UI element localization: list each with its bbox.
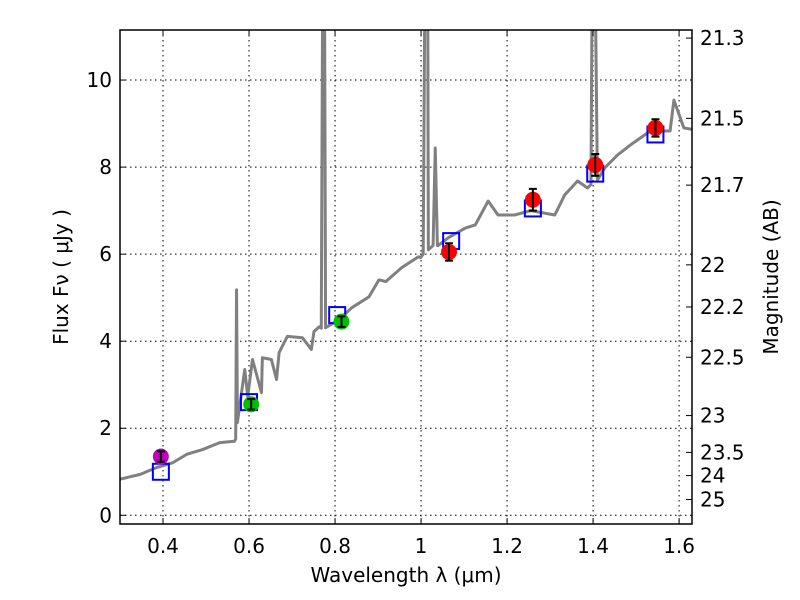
marks xyxy=(120,30,692,481)
right-tick-label: 22 xyxy=(700,253,725,277)
x-tick-label: 0.6 xyxy=(233,534,265,558)
plot-background xyxy=(120,30,692,524)
right-tick-label: 21.7 xyxy=(700,173,745,197)
grid xyxy=(120,30,692,524)
x-tick-label: 1 xyxy=(415,534,428,558)
x-tick-label: 0.4 xyxy=(147,534,179,558)
y-tick-label: 10 xyxy=(87,68,112,92)
y-axis-right-label: Magnitude (AB) xyxy=(759,199,783,354)
plot-frame xyxy=(119,29,693,525)
right-tick-label: 25 xyxy=(700,487,725,511)
y-tick-label: 2 xyxy=(99,416,112,440)
y-axis-label: Flux Fν ( μJy ) xyxy=(49,209,73,345)
x-tick-label: 1.6 xyxy=(663,534,695,558)
x-axis-label: Wavelength λ (μm) xyxy=(310,563,501,587)
ticks: 0.4 0.6 0.8 1 1.2 1.4 1.6024681021.321.521.722… xyxy=(87,26,745,558)
y-tick-label: 6 xyxy=(99,242,112,266)
x-tick-label: 1.4 xyxy=(577,534,609,558)
spectrum-line xyxy=(120,30,692,481)
right-tick-label: 23.5 xyxy=(700,440,745,464)
y-tick-label: 8 xyxy=(99,155,112,179)
right-tick-label: 24 xyxy=(700,464,725,488)
y-tick-label: 0 xyxy=(99,503,112,527)
right-tick-label: 21.5 xyxy=(700,106,745,130)
x-tick-label: 0.8 xyxy=(319,534,351,558)
x-tick-label: 1.2 xyxy=(491,534,523,558)
y-tick-label: 4 xyxy=(99,329,112,353)
right-tick-label: 21.3 xyxy=(700,26,745,50)
right-tick-label: 23 xyxy=(700,404,725,428)
right-tick-label: 22.5 xyxy=(700,345,745,369)
right-tick-label: 22.2 xyxy=(700,295,745,319)
